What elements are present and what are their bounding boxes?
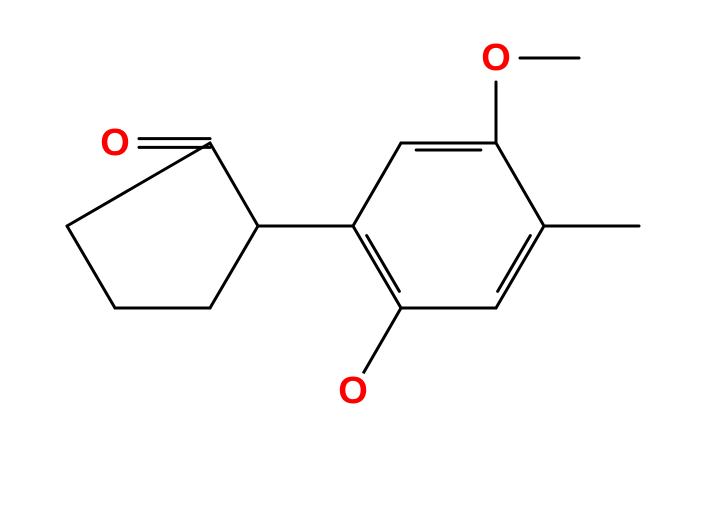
bond (353, 226, 401, 308)
bond (67, 143, 210, 226)
bond (67, 226, 115, 308)
bond (496, 226, 544, 308)
bond (210, 143, 258, 226)
bond (496, 143, 544, 226)
molecule-diagram: O O O (0, 0, 718, 507)
bond (210, 226, 258, 308)
bond (353, 143, 401, 226)
atom-label-o: O (100, 122, 130, 164)
bonds-layer (67, 58, 639, 391)
bond (367, 236, 400, 292)
bond (498, 236, 531, 292)
atom-label-o: O (481, 37, 511, 79)
atom-label-o: O (338, 370, 368, 412)
